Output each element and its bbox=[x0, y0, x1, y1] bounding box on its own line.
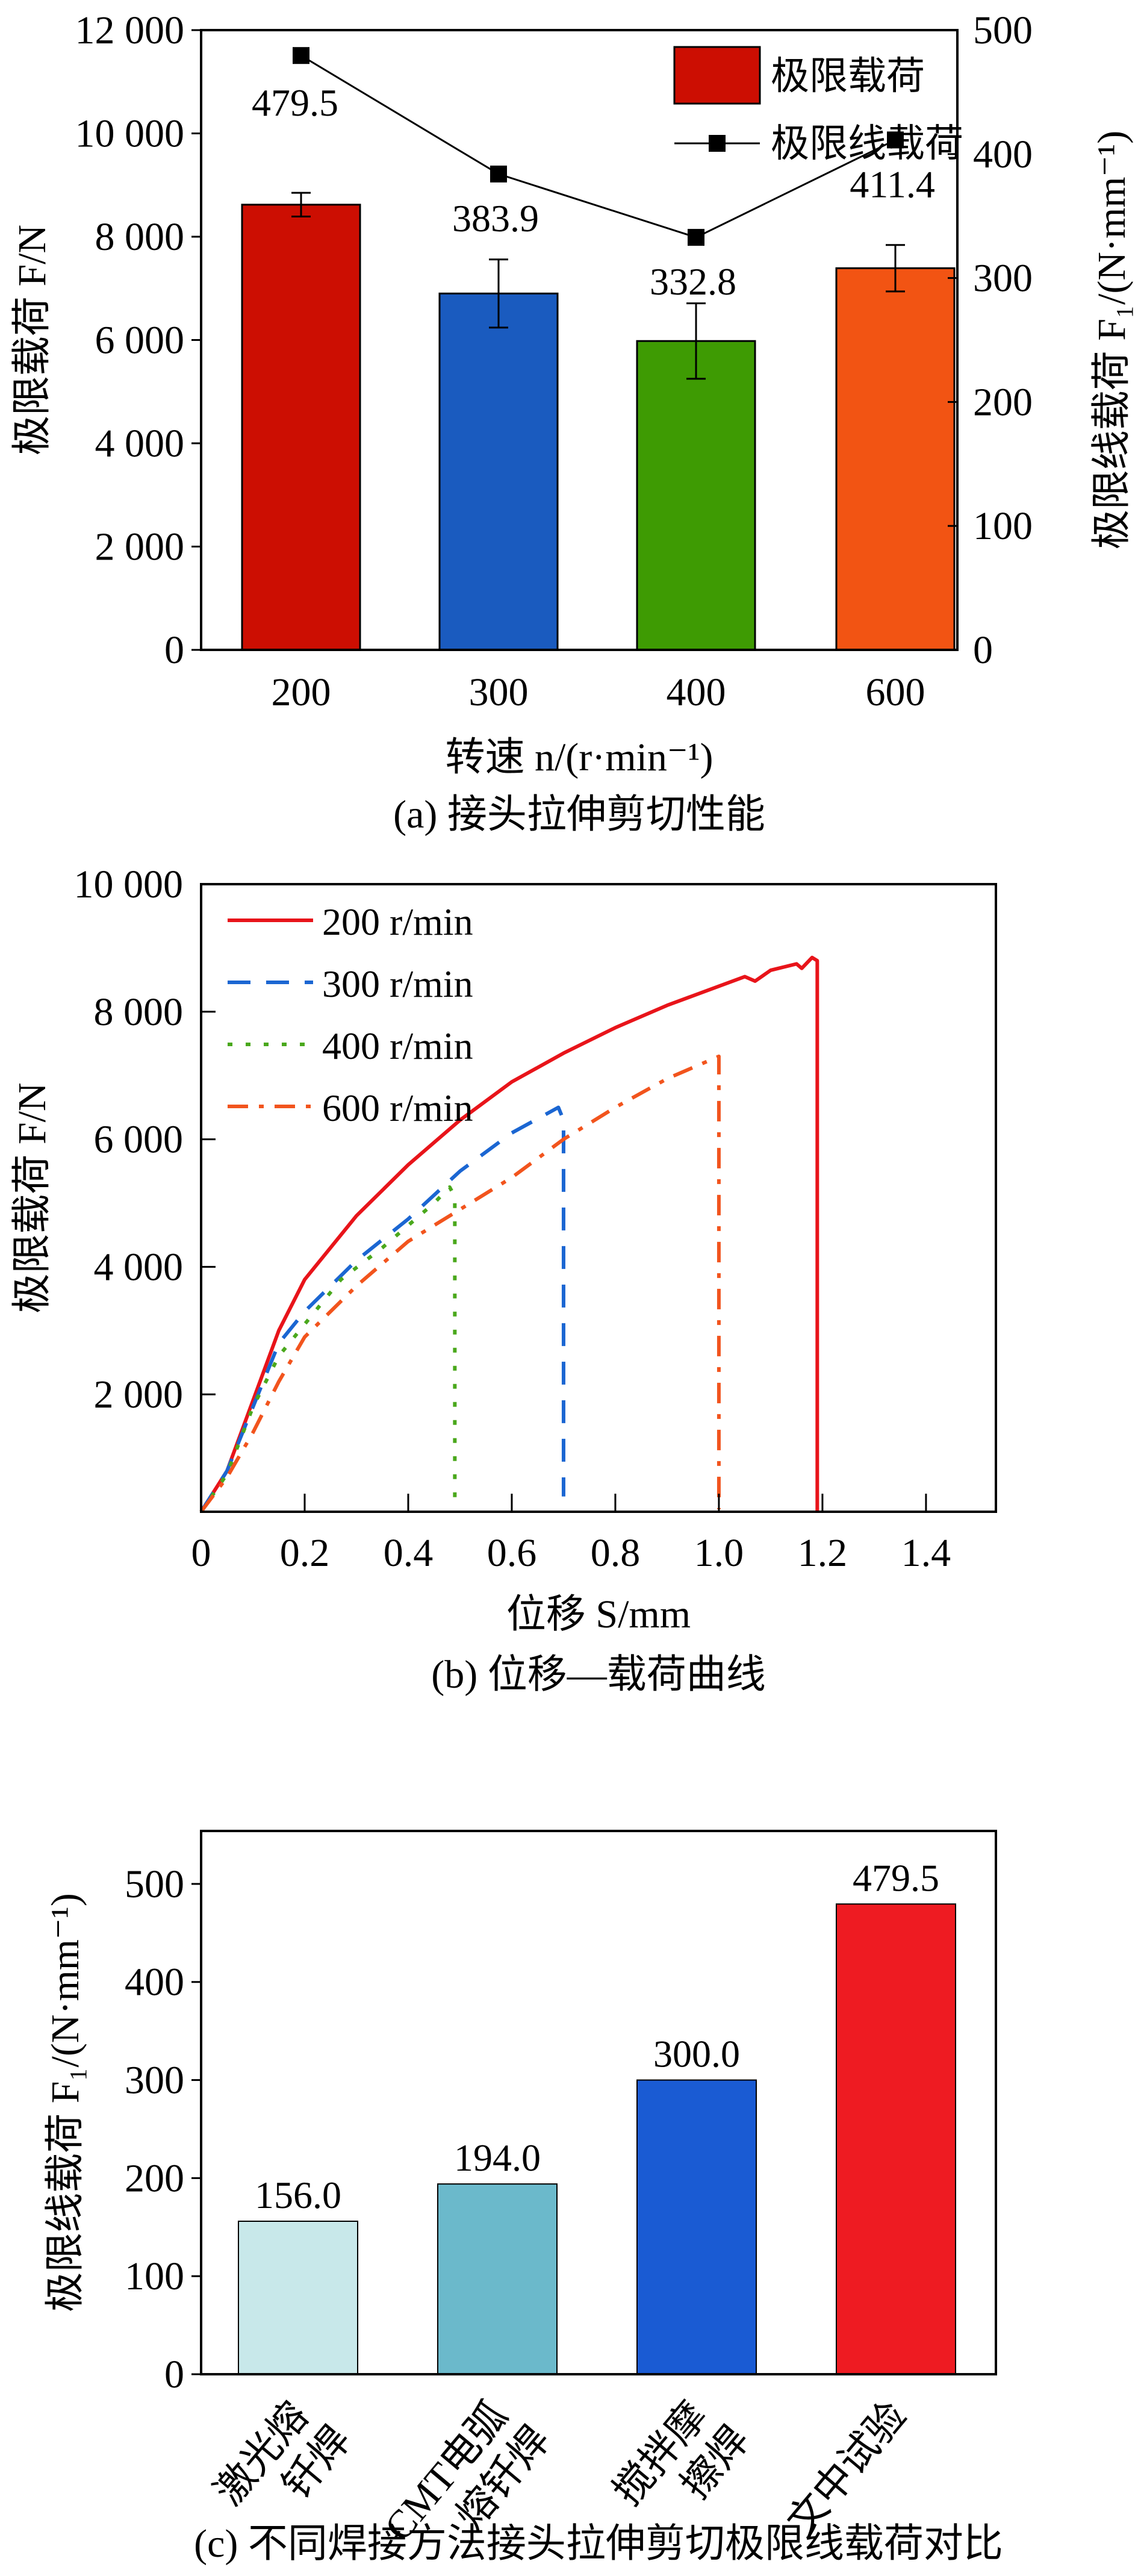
data-label: 300.0 bbox=[653, 2033, 740, 2075]
y-tick-label: 100 bbox=[125, 2254, 184, 2298]
data-label: 332.8 bbox=[650, 260, 736, 303]
y-tick-label: 10 000 bbox=[74, 862, 184, 906]
chart-a-tensile-shear: 479.5 383.9 332.8 411.4 0 2 000 4 000 6 000 8 00… bbox=[10, 8, 1134, 837]
y-tick-label: 6 000 bbox=[94, 1118, 184, 1162]
y-axis-label: 极限载荷 F/N bbox=[10, 1082, 54, 1313]
data-label: 194.0 bbox=[454, 2136, 541, 2179]
bar-method bbox=[836, 1903, 956, 2375]
bar-200 bbox=[241, 204, 361, 651]
data-label: 479.5 bbox=[252, 81, 338, 124]
plot-frame bbox=[200, 883, 997, 1513]
x-axis-label: 转速 n/(r·min⁻¹) bbox=[445, 735, 713, 779]
y2-axis-label: 极限线载荷 F₁/(N·mm⁻¹) bbox=[1090, 131, 1134, 549]
series-line-300-rpm bbox=[199, 1105, 565, 1513]
y-tick-label: 12 000 bbox=[75, 8, 185, 52]
y-tick-label: 2 000 bbox=[95, 525, 185, 569]
y2-tick-label: 400 bbox=[973, 133, 1033, 176]
y-tick-label: 400 bbox=[125, 1960, 184, 2004]
line-series-line-load bbox=[300, 54, 896, 239]
line-marker bbox=[688, 229, 704, 246]
data-label: 156.0 bbox=[255, 2174, 341, 2216]
y-tick-label: 500 bbox=[125, 1862, 184, 1906]
legend-bar-swatch bbox=[673, 46, 761, 105]
series-line-200-rpm bbox=[199, 955, 819, 1513]
y-axis-label: 极限载荷 F/N bbox=[10, 225, 54, 455]
bar-600 bbox=[835, 267, 956, 651]
legend-label: 200 r/min bbox=[322, 900, 473, 943]
x-tick-label: 300 bbox=[469, 670, 529, 714]
bar-300 bbox=[438, 292, 559, 651]
y-axis-label: 极限线载荷 F₁/(N·mm⁻¹) bbox=[43, 1893, 87, 2312]
legend-label-line: 极限线载荷 bbox=[771, 122, 963, 165]
y2-tick-label: 200 bbox=[973, 380, 1033, 424]
y2-tick-label: 0 bbox=[973, 628, 993, 672]
bar-method bbox=[636, 2079, 757, 2375]
y-tick-label: 8 000 bbox=[94, 990, 184, 1034]
bar-method bbox=[238, 2221, 358, 2375]
chart-c-method-comparison: 156.0激光熔钎焊194.0CMT电弧熔钎焊300.0搅拌摩擦焊479.5文中… bbox=[43, 1830, 1003, 2566]
y-tick-label: 200 bbox=[125, 2156, 184, 2200]
x-tick-label: 1.0 bbox=[694, 1531, 744, 1575]
x-axis-label: 位移 S/mm bbox=[506, 1592, 691, 1636]
x-tick-label: 1.4 bbox=[901, 1531, 951, 1575]
y-tick-label: 6 000 bbox=[95, 319, 185, 363]
x-tick-label: 0.6 bbox=[487, 1531, 537, 1575]
x-tick-label: 400 bbox=[667, 670, 726, 714]
x-tick-label: 0.4 bbox=[384, 1531, 434, 1575]
bar-400 bbox=[636, 340, 756, 651]
series-line-600-rpm bbox=[199, 1054, 721, 1513]
y-tick-label: 0 bbox=[164, 628, 184, 672]
chart-b-displacement-load: 200 r/min 300 r/min 400 r/min 600 r/min 0 0.2… bbox=[10, 862, 997, 1697]
y-tick-label: 10 000 bbox=[75, 112, 185, 156]
x-tick-label: 1.2 bbox=[798, 1531, 848, 1575]
y-tick-label: 8 000 bbox=[95, 215, 185, 259]
y-tick-label: 2 000 bbox=[94, 1373, 184, 1417]
line-marker bbox=[293, 47, 309, 64]
y-tick-label: 4 000 bbox=[95, 422, 185, 466]
x-tick-label: 600 bbox=[866, 670, 925, 714]
data-label: 383.9 bbox=[452, 197, 539, 240]
legend-label-bar: 极限载荷 bbox=[771, 55, 925, 98]
y-tick-label: 300 bbox=[125, 2059, 184, 2103]
bar-method bbox=[437, 2183, 558, 2375]
legend-label: 300 r/min bbox=[322, 962, 473, 1005]
line-marker bbox=[887, 131, 904, 149]
y2-tick-label: 100 bbox=[973, 504, 1033, 548]
x-tick-label: 0.2 bbox=[280, 1531, 330, 1575]
data-label: 479.5 bbox=[853, 1856, 939, 1899]
x-tick-label: 0.8 bbox=[591, 1531, 641, 1575]
plot-frame bbox=[200, 1830, 997, 2375]
series-line-400-rpm bbox=[199, 1185, 457, 1513]
y-tick-label: 4 000 bbox=[94, 1245, 184, 1289]
y2-tick-label: 500 bbox=[973, 8, 1033, 52]
line-marker bbox=[490, 165, 507, 182]
subfigure-caption: (b) 位移—载荷曲线 bbox=[431, 1653, 765, 1697]
y2-tick-label: 300 bbox=[973, 257, 1033, 301]
x-tick-label: 0 bbox=[191, 1531, 211, 1575]
y-tick-label: 0 bbox=[164, 2353, 184, 2397]
legend-label: 600 r/min bbox=[322, 1087, 473, 1129]
subfigure-caption: (c) 不同焊接方法接头拉伸剪切极限线载荷对比 bbox=[194, 2522, 1003, 2566]
data-label: 411.4 bbox=[850, 163, 935, 205]
legend-line-marker bbox=[709, 135, 726, 152]
subfigure-caption: (a) 接头拉伸剪切性能 bbox=[393, 793, 765, 837]
x-tick-label: 200 bbox=[272, 670, 331, 714]
legend-label: 400 r/min bbox=[322, 1024, 473, 1067]
